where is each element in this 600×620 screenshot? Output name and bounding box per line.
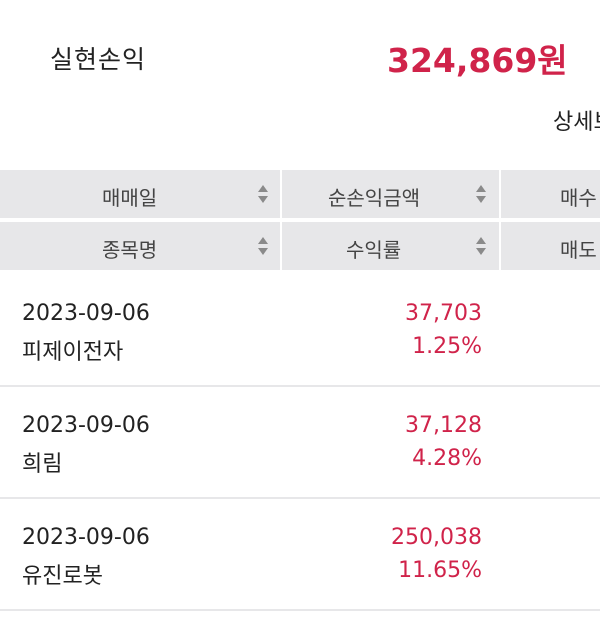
header-trade-date-label: 매매일 [102, 186, 158, 210]
stock-name: 유진로봇 [22, 564, 103, 589]
header-stock-name-label: 종목명 [102, 238, 158, 262]
realized-pnl-value: 324,869원 [387, 41, 568, 80]
header-return-rate-label: 수익률 [346, 238, 402, 262]
stock-name: 피제이전자 [22, 340, 124, 365]
table-row[interactable]: 2023-09-06 희림 37,128 4.28% [0, 385, 600, 499]
header-sell-label: 매도 [560, 238, 597, 262]
return-rate: 1.25% [412, 334, 482, 359]
sort-buy[interactable]: 매수 [501, 170, 600, 218]
sort-icon [258, 185, 268, 203]
sort-icon [258, 237, 268, 255]
realized-pnl-label: 실현손익 [50, 45, 147, 74]
return-rate: 11.65% [398, 558, 482, 583]
net-pnl-amount: 37,128 [405, 413, 482, 438]
realized-pnl-summary: 실현손익 324,869원 상세보 [0, 0, 600, 135]
sort-stock-name[interactable]: 종목명 [0, 222, 280, 270]
sort-trade-date[interactable]: 매매일 [0, 170, 280, 218]
sort-icon [476, 237, 486, 255]
trade-date: 2023-09-06 [22, 525, 150, 550]
header-net-pnl-label: 순손익금액 [328, 186, 420, 210]
table-row[interactable]: 2023-09-06 유진로봇 250,038 11.65% [0, 497, 600, 611]
sort-sell[interactable]: 매도 [501, 222, 600, 270]
sort-net-pnl[interactable]: 순손익금액 [282, 170, 499, 218]
sort-return-rate[interactable]: 수익률 [282, 222, 499, 270]
stock-name: 희림 [22, 452, 63, 477]
table-row[interactable]: 2023-09-06 피제이전자 37,703 1.25% [0, 273, 600, 387]
header-buy-label: 매수 [560, 186, 597, 210]
trade-date: 2023-09-06 [22, 413, 150, 438]
detail-link[interactable]: 상세보 [553, 110, 600, 135]
sort-icon [476, 185, 486, 203]
table-header: 매매일 순손익금액 매수 종목명 수익률 매도 [0, 170, 600, 271]
return-rate: 4.28% [412, 446, 482, 471]
net-pnl-amount: 250,038 [391, 525, 482, 550]
trade-date: 2023-09-06 [22, 301, 150, 326]
net-pnl-amount: 37,703 [405, 301, 482, 326]
